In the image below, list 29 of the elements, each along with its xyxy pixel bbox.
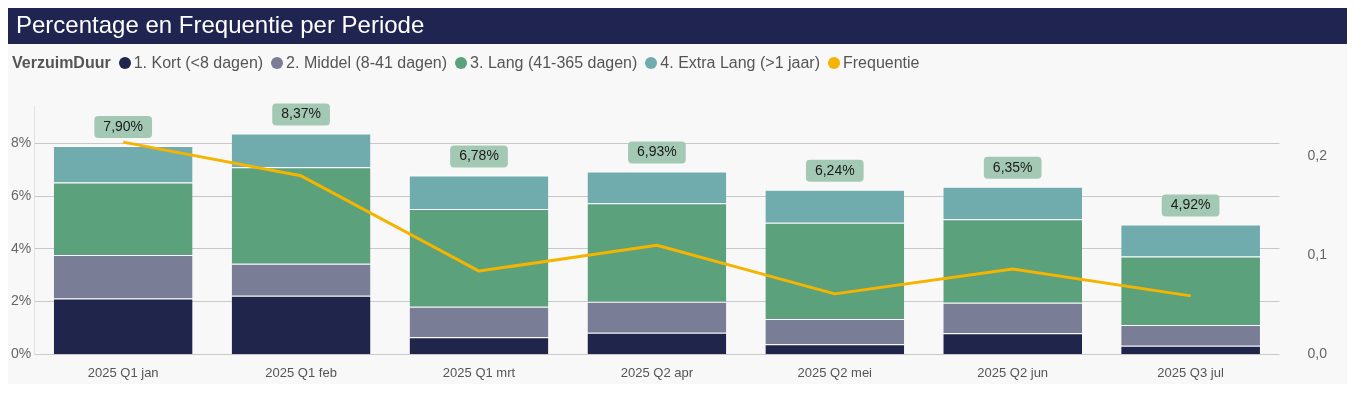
legend-title: VerzuimDuur bbox=[12, 54, 111, 72]
y-tick-label: 0% bbox=[11, 345, 32, 362]
x-tick-label: 2025 Q2 jun bbox=[977, 364, 1049, 380]
x-tick-label: 2025 Q2 mei bbox=[797, 364, 873, 380]
x-tick-label: 2025 Q1 mrt bbox=[442, 364, 516, 380]
x-tick-label: 2025 Q1 feb bbox=[265, 364, 337, 380]
legend-label: 4. Extra Lang (>1 jaar) bbox=[660, 54, 820, 72]
y2-tick-label: 0,0 bbox=[1307, 345, 1328, 362]
total-label: 4,92% bbox=[1170, 196, 1211, 213]
x-tick-label: 2025 Q3 jul bbox=[1157, 364, 1224, 380]
total-label: 6,93% bbox=[637, 143, 677, 160]
x-tick-label: 2025 Q2 apr bbox=[620, 364, 694, 380]
total-label: 6,78% bbox=[459, 147, 499, 164]
total-label: 6,24% bbox=[814, 161, 855, 178]
legend-label: 1. Kort (<8 dagen) bbox=[133, 54, 264, 72]
x-tick-label: 2025 Q1 jan bbox=[87, 364, 159, 380]
y2-tick-label: 0,1 bbox=[1307, 246, 1328, 263]
legend-label: Frequentie bbox=[842, 54, 920, 72]
legend-label: 2. Middel (8-41 dagen) bbox=[286, 54, 448, 72]
total-label: 7,90% bbox=[103, 117, 144, 134]
y-tick-label: 4% bbox=[11, 239, 32, 256]
total-label: 8,37% bbox=[281, 105, 321, 122]
y-tick-label: 2% bbox=[11, 292, 32, 309]
legend-label: 3. Lang (41-365 dagen) bbox=[470, 54, 638, 72]
y-tick-label: 6% bbox=[11, 186, 32, 203]
total-label: 6,35% bbox=[992, 158, 1033, 175]
chart-title: Percentage en Frequentie per Periode bbox=[8, 8, 1347, 44]
y-tick-label: 8% bbox=[11, 134, 32, 151]
y2-tick-label: 0,2 bbox=[1307, 146, 1328, 163]
